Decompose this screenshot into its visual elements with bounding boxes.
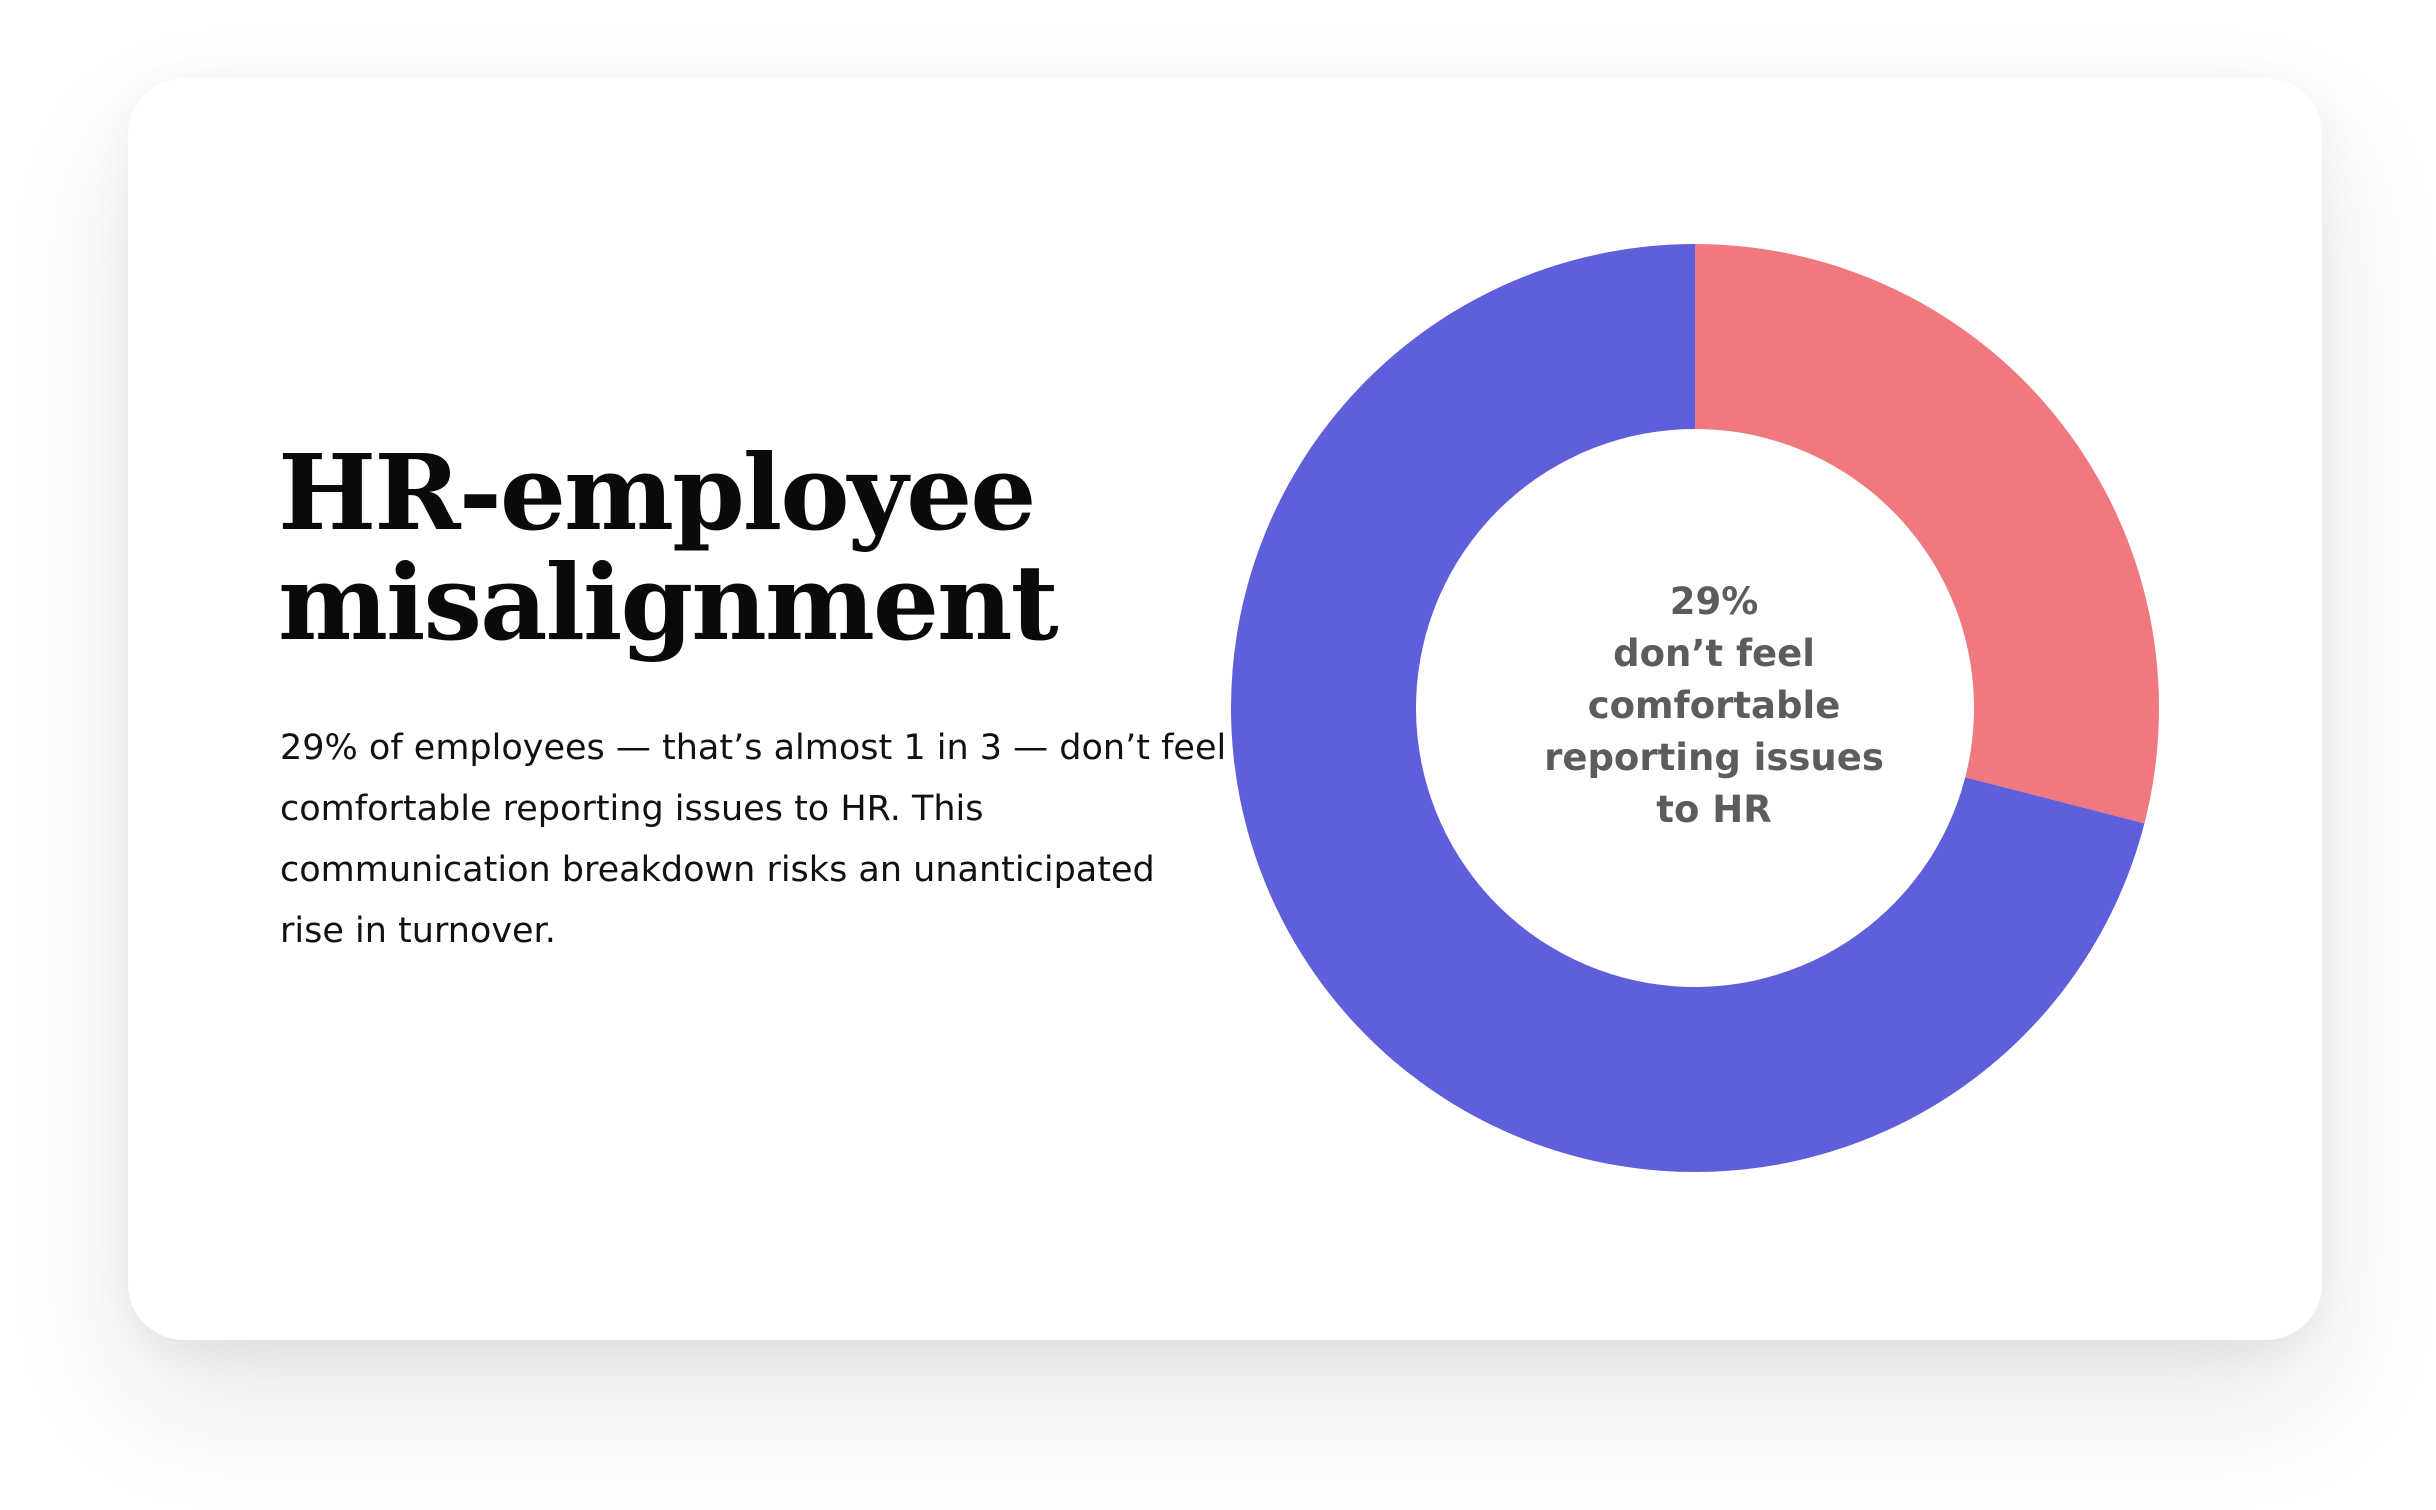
headline: HR-employee misalignment xyxy=(278,438,1278,658)
center-label-percent: 29% xyxy=(1669,580,1759,623)
stat-card: HR-employee misalignment 29% of employee… xyxy=(128,78,2322,1340)
center-label-line-3: comfortable xyxy=(1587,684,1841,727)
headline-line-2: misalignment xyxy=(278,541,1059,664)
headline-line-1: HR-employee xyxy=(278,431,1036,554)
center-label-line-4: reporting issues xyxy=(1544,736,1884,779)
center-label-line-5: to HR xyxy=(1656,788,1772,831)
donut-chart xyxy=(1231,244,2159,1172)
body-line-4: rise in turnover. xyxy=(280,911,556,951)
donut-slice-1 xyxy=(1695,244,2159,824)
body-line-3: communication breakdown risks an unantic… xyxy=(280,850,1155,890)
donut-slice-2 xyxy=(1231,244,2145,1172)
body-line-1: 29% of employees — that’s almost 1 in 3 … xyxy=(280,728,1227,768)
body-paragraph: 29% of employees — that’s almost 1 in 3 … xyxy=(280,718,1227,962)
body-line-2: comfortable reporting issues to HR. This xyxy=(280,789,984,829)
donut-center-label: 29% don’t feel comfortable reporting iss… xyxy=(1514,576,1914,836)
center-label-line-2: don’t feel xyxy=(1613,632,1815,675)
